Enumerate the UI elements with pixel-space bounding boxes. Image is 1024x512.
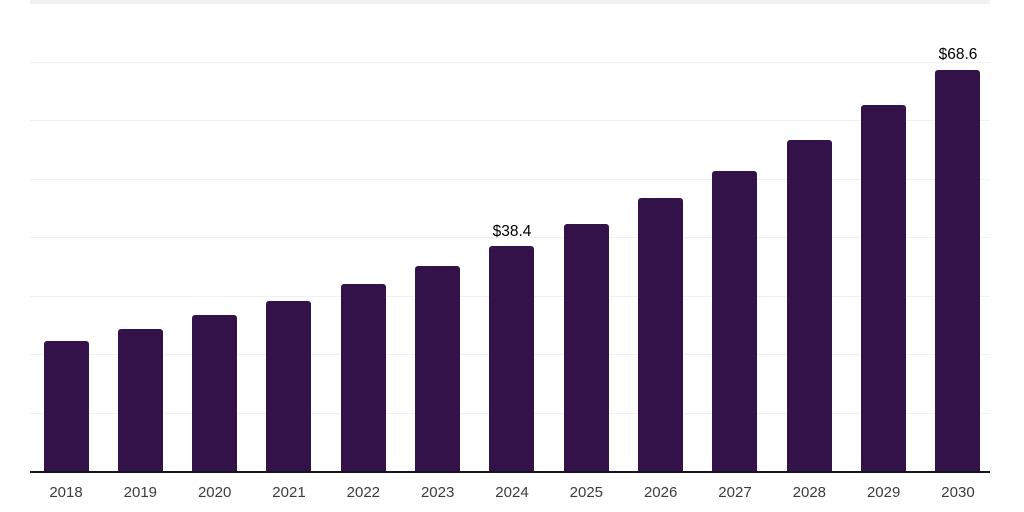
bar-2018 (43, 340, 89, 471)
plot-area: $38.4 $68.6 (30, 0, 990, 473)
x-tick-label-2020: 2020 (197, 484, 232, 501)
x-tick-label-2021: 2021 (272, 484, 306, 501)
bar-slot-2030: $68.6 (935, 47, 981, 471)
bar-slot-2022 (340, 284, 386, 471)
bar-2026 (638, 198, 684, 471)
bar-2028 (786, 139, 832, 471)
bar-slot-2018 (43, 340, 89, 471)
bar-slot-2021 (266, 300, 312, 471)
x-tick-label-2026: 2026 (643, 484, 678, 501)
bar-slot-2023 (415, 265, 461, 471)
x-axis: 2018 2019 2020 2021 2022 2023 2024 2025 2026 2027… (30, 483, 990, 507)
x-tick-label-2028: 2028 (792, 484, 827, 501)
bar-2019 (117, 328, 163, 471)
gridline (30, 120, 990, 121)
gridline (30, 61, 990, 63)
bar-2029 (861, 105, 907, 471)
x-tick-label-2030: 2030 (941, 484, 975, 501)
bar-2027 (712, 170, 758, 471)
bar-2023 (415, 265, 461, 471)
bar-slot-2028 (786, 139, 832, 471)
bar-2024 (489, 246, 535, 471)
gridline (30, 0, 990, 4)
bar-slot-2027 (712, 170, 758, 471)
bar-slot-2026 (638, 198, 684, 471)
bar-slot-2029 (861, 105, 907, 471)
x-tick-label-2025: 2025 (569, 484, 604, 501)
data-label-2024: $38.4 (492, 222, 532, 240)
bar-2022 (340, 284, 386, 471)
gridline (30, 237, 990, 238)
x-tick-label-2027: 2027 (718, 484, 752, 501)
bar-2030 (935, 69, 981, 471)
x-tick-label-2029: 2029 (866, 484, 901, 501)
x-tick-label-2022: 2022 (346, 484, 381, 501)
bar-slot-2025 (563, 223, 609, 471)
x-tick-label-2024: 2024 (495, 484, 529, 501)
bar-slot-2019 (117, 328, 163, 471)
bar-2020 (192, 315, 238, 471)
gridline (30, 178, 990, 180)
bar-slot-2020 (192, 315, 238, 471)
bar-2025 (563, 223, 609, 471)
x-tick-label-2019: 2019 (123, 484, 158, 501)
x-tick-label-2023: 2023 (420, 484, 455, 501)
data-label-2030: $68.6 (938, 46, 978, 64)
x-tick-label-2018: 2018 (49, 484, 83, 501)
bar-2021 (266, 300, 312, 471)
bar-slot-2024: $38.4 (489, 224, 535, 471)
